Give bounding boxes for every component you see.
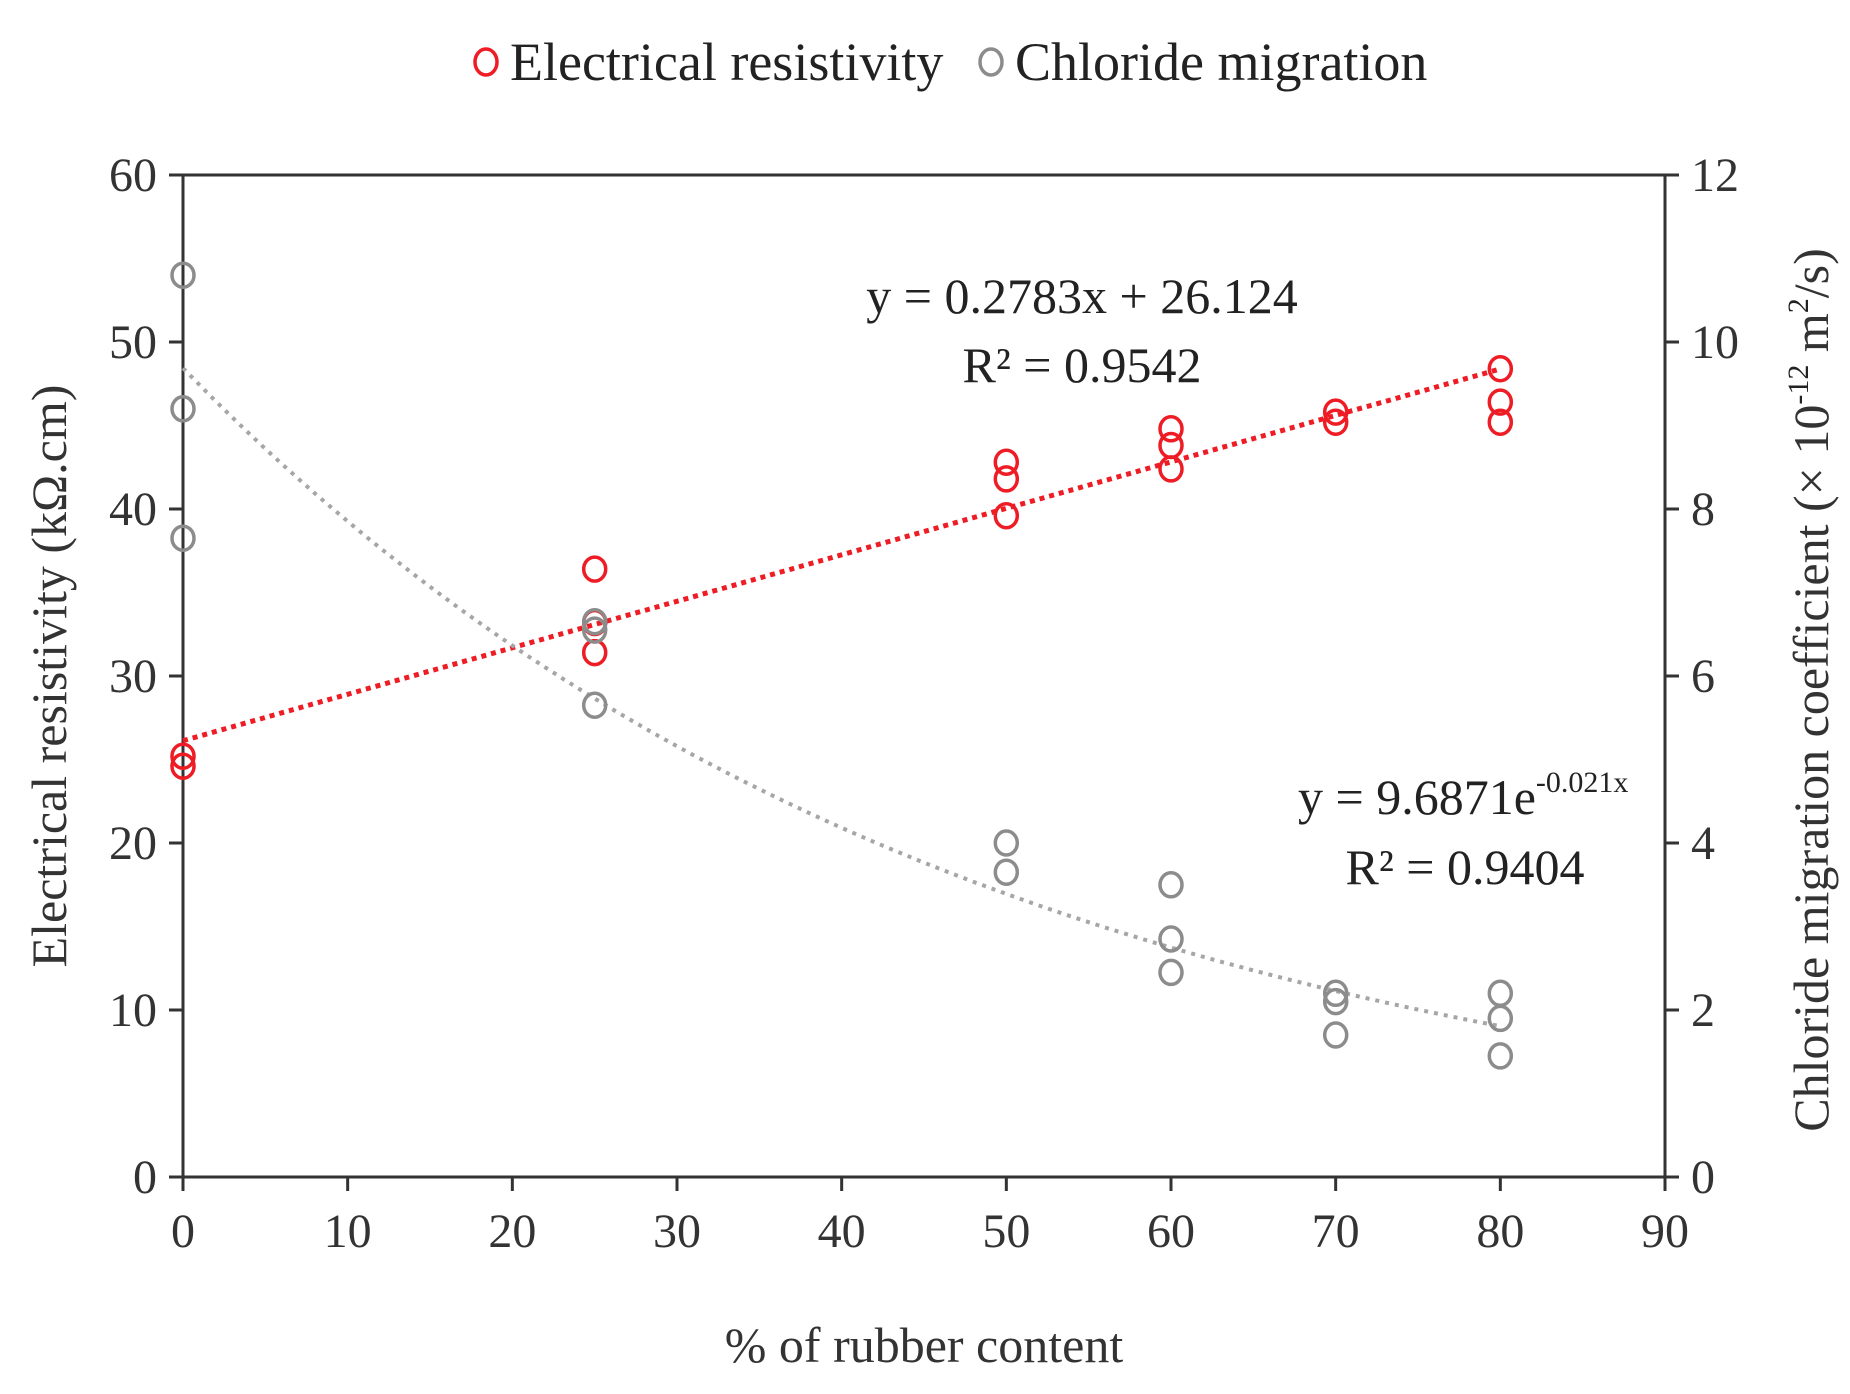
resistivity-point [170,742,196,770]
chloride-point [581,691,608,719]
y-right-tick-label: 12 [1691,149,1739,202]
y-right-tick-label: 10 [1691,316,1739,369]
legend: Electrical resistivity Chloride migratio… [473,32,1427,92]
exp-equation: y = 9.6871e-0.021x [1298,766,1628,825]
resistivity-point [993,448,1020,476]
y-axis-right-title-sup2: 2 [1782,298,1815,313]
ticks: 0 10 20 30 40 50 60 70 80 90010203040506002468101… [109,149,1739,1258]
y-left-tick-label: 50 [109,316,157,369]
legend-label-resistivity: Electrical resistivity [510,32,943,92]
y-axis-left-title: Electrical resistivity (kΩ.cm) [21,385,77,968]
y-axis-right-title-main: Chloride migration coefficient (× 10 [1783,405,1839,1132]
x-tick-label: 50 [982,1205,1030,1258]
linear-equation: y = 0.2783x + 26.124 [866,268,1297,324]
legend-label-chloride: Chloride migration [1015,32,1427,92]
y-left-tick-label: 10 [109,984,157,1037]
resistivity-point [1487,388,1514,416]
y-right-tick-label: 4 [1691,817,1715,870]
chloride-trendline [181,366,1501,1029]
resistivity-point [581,638,608,667]
resistivity-point [1322,398,1349,426]
chloride-point [581,607,608,636]
x-tick-label: 40 [818,1205,866,1258]
chloride-point [170,524,196,552]
chloride-point [170,261,196,289]
chloride-point [170,395,196,423]
exp-r-squared: R² = 0.9404 [1345,839,1584,895]
x-tick-label: 10 [324,1205,372,1258]
y-left-tick-label: 40 [109,483,157,536]
resistivity-point [1322,408,1349,436]
y-right-tick-label: 8 [1691,483,1715,536]
x-tick-label: 30 [653,1205,701,1258]
exp-fit-annotation: y = 9.6871e-0.021x R² = 0.9404 [1298,766,1628,895]
y-left-tick-label: 30 [109,650,157,703]
resistivity-point [1487,408,1514,436]
resistivity-point [170,752,196,780]
y-left-tick-label: 0 [133,1151,157,1204]
chloride-point [1487,1004,1514,1033]
resistivity-point [581,555,608,583]
resistivity-point [1487,354,1514,383]
x-axis-title: % of rubber content [725,1317,1124,1373]
chloride-point [1322,987,1349,1016]
legend-marker-chloride [978,47,1004,77]
y-axis-right-title-sup: -12 [1782,365,1815,405]
exp-equation-base: y = 9.6871e [1298,769,1536,825]
resistivity-point [1158,415,1184,443]
chloride-point [1158,925,1184,953]
x-tick-label: 70 [1312,1205,1360,1258]
chloride-point [1487,1042,1514,1070]
linear-fit-annotation: y = 0.2783x + 26.124 R² = 0.9542 [866,268,1297,393]
x-tick-label: 20 [488,1205,536,1258]
resistivity-trendline [182,366,1501,744]
legend-marker-resistivity [473,47,499,77]
chloride-point [1322,979,1349,1008]
y-axis-right-title-mid: m [1783,313,1839,365]
x-tick-label: 80 [1476,1205,1524,1258]
chloride-point [1158,958,1184,987]
y-right-tick-label: 2 [1691,984,1715,1037]
resistivity-point [993,465,1020,493]
chloride-point [1487,979,1514,1008]
chloride-point [1322,1021,1349,1049]
resistivity-point [1158,431,1184,460]
y-right-tick-label: 6 [1691,650,1715,703]
chloride-point [581,616,608,644]
trendlines [181,366,1501,1029]
y-axis-right-title: Chloride migration coefficient (× 10-12 … [1782,248,1839,1131]
y-left-tick-label: 20 [109,817,157,870]
x-tick-label: 60 [1147,1205,1195,1258]
y-right-tick-label: 0 [1691,1151,1715,1204]
data-points [170,261,1514,1070]
exp-equation-exponent: -0.021x [1536,766,1629,799]
x-tick-label: 0 [171,1205,195,1258]
y-left-tick-label: 60 [109,149,157,202]
chloride-point [1158,871,1184,899]
linear-r-squared: R² = 0.9542 [962,337,1201,393]
x-tick-label: 90 [1641,1205,1689,1258]
resistivity-point [993,501,1020,530]
chloride-point [993,829,1020,857]
y-axis-right-title-end: /s) [1783,248,1839,298]
chloride-point [993,858,1020,886]
resistivity-point [1158,455,1184,483]
